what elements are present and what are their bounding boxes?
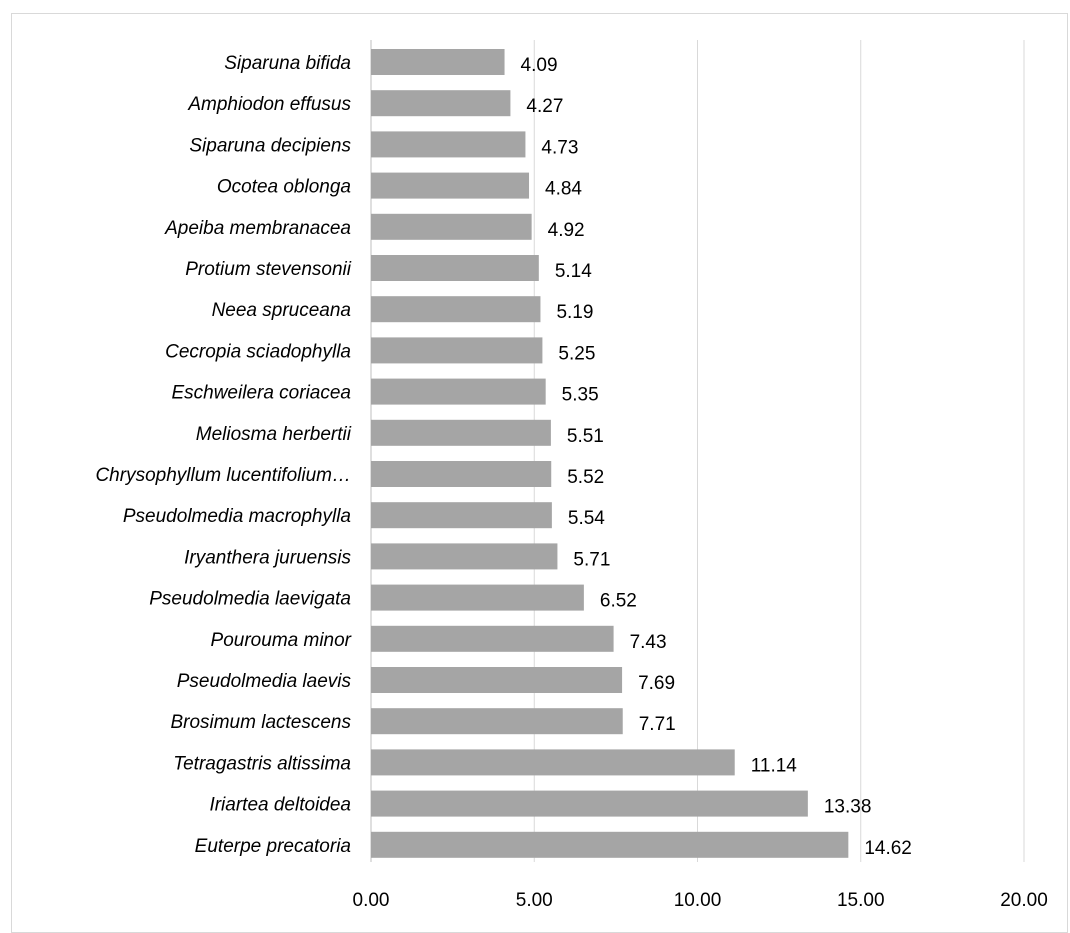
data-label: 4.84: [545, 179, 582, 200]
data-label: 5.35: [562, 385, 599, 406]
bar: [371, 831, 849, 858]
category-label: Pseudolmedia laevis: [177, 671, 352, 692]
category-label: Iriartea deltoidea: [209, 795, 351, 816]
data-label: 7.43: [630, 632, 667, 653]
category-label: Pseudolmedia macrophylla: [123, 506, 351, 527]
data-label: 7.71: [639, 714, 676, 735]
data-label: 5.71: [573, 549, 610, 570]
data-label: 5.25: [558, 343, 595, 364]
category-label: Eschweilera coriacea: [171, 383, 351, 404]
bar: [371, 255, 539, 281]
category-label: Chrysophyllum lucentifolium…: [95, 465, 351, 486]
bar: [371, 543, 558, 570]
bar: [371, 502, 552, 529]
gridlines: [370, 40, 1025, 862]
bar: [371, 461, 552, 487]
category-label: Protium stevensonii: [185, 259, 352, 280]
bar: [371, 213, 532, 240]
data-label: 4.27: [526, 96, 563, 117]
category-labels: Siparuna bifida Amphiodon effusus Siparuna…: [95, 53, 351, 857]
data-label: 5.19: [556, 302, 593, 323]
bar: [371, 667, 623, 693]
bar: [371, 419, 551, 446]
category-label: Meliosma herbertii: [196, 424, 352, 445]
bar: [371, 90, 511, 117]
category-label: Amphiodon effusus: [187, 94, 351, 115]
x-tick-label: 5.00: [516, 890, 553, 911]
data-label: 6.52: [600, 591, 637, 612]
category-label: Tetragastris altissima: [173, 753, 351, 774]
bar: [371, 296, 541, 323]
data-label: 5.52: [567, 467, 604, 488]
category-label: Cecropia sciadophylla: [165, 341, 351, 362]
category-label: Siparuna bifida: [224, 53, 351, 74]
category-label: Neea spruceana: [212, 300, 351, 321]
bar-chart: Siparuna bifida Amphiodon effusus Siparuna…: [95, 40, 1048, 911]
bars: [371, 49, 849, 858]
data-label: 4.09: [521, 55, 558, 76]
category-label: Pseudolmedia laevigata: [149, 589, 351, 610]
bar: [371, 749, 735, 776]
bar: [371, 708, 623, 735]
bar: [371, 378, 546, 405]
data-label: 13.38: [824, 797, 872, 818]
category-label: Siparuna decipiens: [189, 135, 351, 156]
category-label: Euterpe precatoria: [195, 836, 351, 857]
x-tick-label: 10.00: [674, 890, 722, 911]
category-label: Ocotea oblonga: [217, 177, 351, 198]
bar: [371, 584, 584, 611]
category-label: Iryanthera juruensis: [184, 547, 351, 568]
data-label: 7.69: [638, 673, 675, 694]
data-label: 4.92: [548, 220, 585, 241]
bar: [371, 625, 614, 652]
data-label: 14.62: [864, 838, 912, 859]
bar: [371, 49, 505, 75]
x-tick-label: 0.00: [353, 890, 390, 911]
category-label: Apeiba membranacea: [164, 218, 351, 239]
data-label: 5.14: [555, 261, 592, 282]
bar: [371, 172, 530, 199]
data-label: 4.73: [541, 137, 578, 158]
value-labels: 4.09 4.27 4.73 4.84 4.92 5.14 5.19 5.25 5.35 5.51…: [521, 55, 912, 859]
category-label: Pourouma minor: [211, 630, 352, 651]
bar: [371, 131, 526, 158]
x-tick-labels: 0.00 5.00 10.00 15.00 20.00: [353, 890, 1048, 911]
x-tick-label: 15.00: [837, 890, 885, 911]
data-label: 11.14: [751, 755, 798, 776]
bar: [371, 337, 543, 364]
data-label: 5.51: [567, 426, 604, 447]
x-tick-label: 20.00: [1000, 890, 1048, 911]
bar: [371, 790, 808, 817]
data-label: 5.54: [568, 508, 605, 529]
category-label: Brosimum lactescens: [170, 712, 351, 733]
